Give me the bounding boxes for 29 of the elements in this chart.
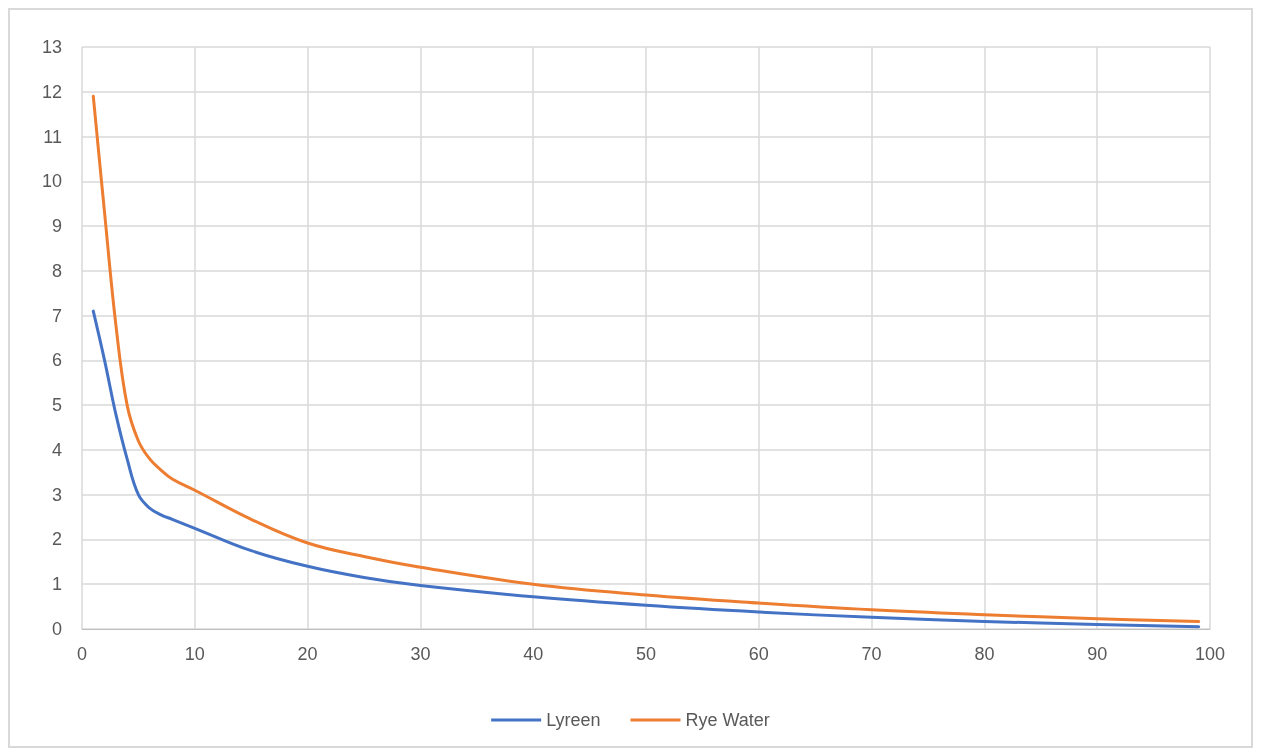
legend-label: Lyreen [546, 710, 601, 730]
line-series [91, 309, 1201, 629]
x-tick-label: 100 [1194, 644, 1226, 664]
y-tick-label: 10 [41, 171, 62, 192]
x-tick-label: 50 [635, 644, 657, 664]
y-tick-label: 7 [51, 305, 62, 326]
line-series [91, 94, 1201, 623]
y-tick-label: 2 [51, 529, 62, 550]
x-tick-label: 60 [748, 644, 769, 664]
x-tick-label: 80 [974, 644, 995, 664]
y-tick-label: 8 [51, 260, 62, 281]
y-tick-label: 0 [51, 619, 62, 639]
y-tick-label: 11 [43, 126, 62, 147]
y-tick-label: 5 [51, 395, 62, 416]
y-tick-label: 4 [51, 439, 62, 460]
x-tick-label: 90 [1087, 644, 1108, 664]
x-tick-label: 10 [184, 644, 205, 664]
x-tick-label: 40 [523, 644, 544, 664]
y-tick-label: 3 [51, 484, 62, 505]
legend-label: Rye Water [685, 710, 770, 730]
y-tick-label: 13 [41, 37, 62, 57]
y-tick-label: 6 [51, 350, 62, 371]
x-tick-label: 30 [410, 644, 431, 664]
x-tick-label: 0 [76, 644, 88, 664]
y-tick-label: 1 [51, 574, 62, 595]
x-tick-label: 70 [861, 644, 882, 664]
y-tick-label: 9 [51, 216, 62, 237]
x-tick-label: 20 [297, 644, 318, 664]
y-tick-label: 12 [41, 81, 62, 102]
